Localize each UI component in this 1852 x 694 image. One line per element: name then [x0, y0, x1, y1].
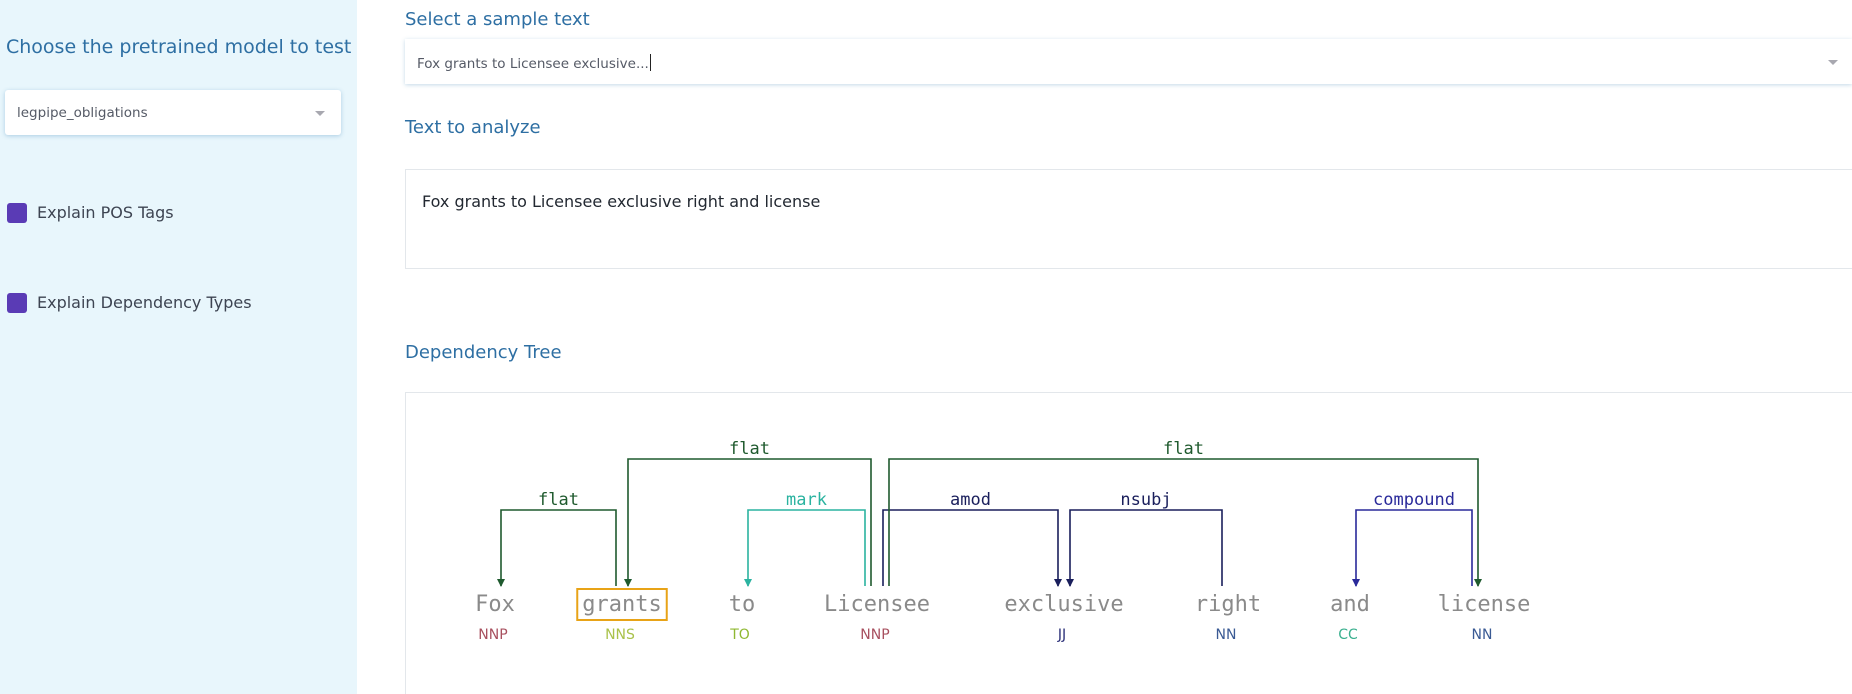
sample-select-value: Fox grants to Licensee exclusive...	[417, 56, 649, 72]
dependency-arc-amod: amod	[882, 490, 1062, 587]
token-word: to	[729, 592, 756, 617]
explain-dependency-label[interactable]: Explain Dependency Types	[37, 293, 252, 312]
arrowhead-icon	[1474, 579, 1482, 587]
explain-dependency-checkbox[interactable]	[7, 293, 27, 313]
explain-pos-label[interactable]: Explain POS Tags	[37, 203, 174, 222]
token-fox[interactable]: Fox NNP	[475, 592, 515, 643]
model-heading: Choose the pretrained model to test	[6, 36, 352, 58]
token-pos-tag: NNP	[860, 627, 889, 643]
token-licensee[interactable]: Licensee NNP	[824, 592, 930, 643]
arrowhead-icon	[1352, 579, 1360, 587]
text-cursor	[649, 54, 651, 71]
token-to[interactable]: to TO	[729, 592, 756, 643]
token-pos-tag: NNS	[605, 627, 635, 643]
sample-select[interactable]: Fox grants to Licensee exclusive...	[405, 39, 1852, 84]
arc-label: nsubj	[1120, 490, 1171, 510]
arc-label: mark	[786, 490, 827, 510]
token-exclusive[interactable]: exclusive JJ	[1004, 592, 1123, 643]
token-word: license	[1438, 592, 1531, 617]
model-select-value: legpipe_obligations	[17, 105, 148, 121]
arc-label: flat	[729, 439, 770, 459]
dependency-arc-flat: flat	[888, 439, 1482, 587]
token-word: Licensee	[824, 592, 930, 617]
arrowhead-icon	[1066, 579, 1074, 587]
arrowhead-icon	[1054, 579, 1062, 587]
dependency-arc-flat: flat	[624, 439, 872, 587]
analyze-heading: Text to analyze	[405, 117, 541, 138]
token-pos-tag: NNP	[478, 627, 507, 643]
token-license[interactable]: license NN	[1438, 592, 1531, 643]
arc-label: compound	[1373, 490, 1455, 510]
token-pos-tag: CC	[1338, 627, 1358, 643]
dependency-arc-flat: flat	[497, 490, 617, 587]
token-highlight-box	[576, 588, 668, 621]
token-right[interactable]: right NN	[1195, 592, 1261, 643]
sample-heading: Select a sample text	[405, 9, 590, 30]
token-pos-tag: JJ	[1057, 627, 1066, 643]
analyze-text-value: Fox grants to Licensee exclusive right a…	[422, 192, 821, 211]
token-and[interactable]: and CC	[1330, 592, 1370, 643]
sidebar: Choose the pretrained model to test legp…	[0, 0, 357, 694]
token-word: exclusive	[1004, 592, 1123, 617]
dependency-tree-panel: flat flat mark amod nsubj flat compound Fox NNP g…	[405, 392, 1852, 694]
arrowhead-icon	[744, 579, 752, 587]
arrowhead-icon	[497, 579, 505, 587]
arc-label: flat	[538, 490, 579, 510]
chevron-down-icon	[315, 111, 325, 116]
explain-pos-checkbox[interactable]	[7, 203, 27, 223]
tree-heading: Dependency Tree	[405, 342, 562, 363]
token-grants[interactable]: grants NNS	[576, 588, 668, 643]
token-pos-tag: NN	[1216, 627, 1237, 643]
token-word: grants	[582, 592, 661, 617]
token-word: and	[1330, 592, 1370, 617]
dependency-arc-compound: compound	[1352, 490, 1473, 587]
dependency-tree-svg: flat flat mark amod nsubj flat compound Fox NNP g…	[475, 439, 1531, 643]
token-word: Fox	[475, 592, 515, 617]
analyze-textarea[interactable]: Fox grants to Licensee exclusive right a…	[405, 169, 1852, 269]
arc-label: amod	[950, 490, 991, 510]
token-pos-tag: NN	[1472, 627, 1493, 643]
arrowhead-icon	[624, 579, 632, 587]
token-pos-tag: TO	[729, 627, 750, 643]
dependency-arc-mark: mark	[744, 490, 866, 587]
dependency-arc-nsubj: nsubj	[1066, 490, 1223, 587]
chevron-down-icon	[1828, 60, 1838, 65]
token-word: right	[1195, 592, 1261, 617]
arc-label: flat	[1163, 439, 1204, 459]
model-select[interactable]: legpipe_obligations	[5, 90, 341, 135]
